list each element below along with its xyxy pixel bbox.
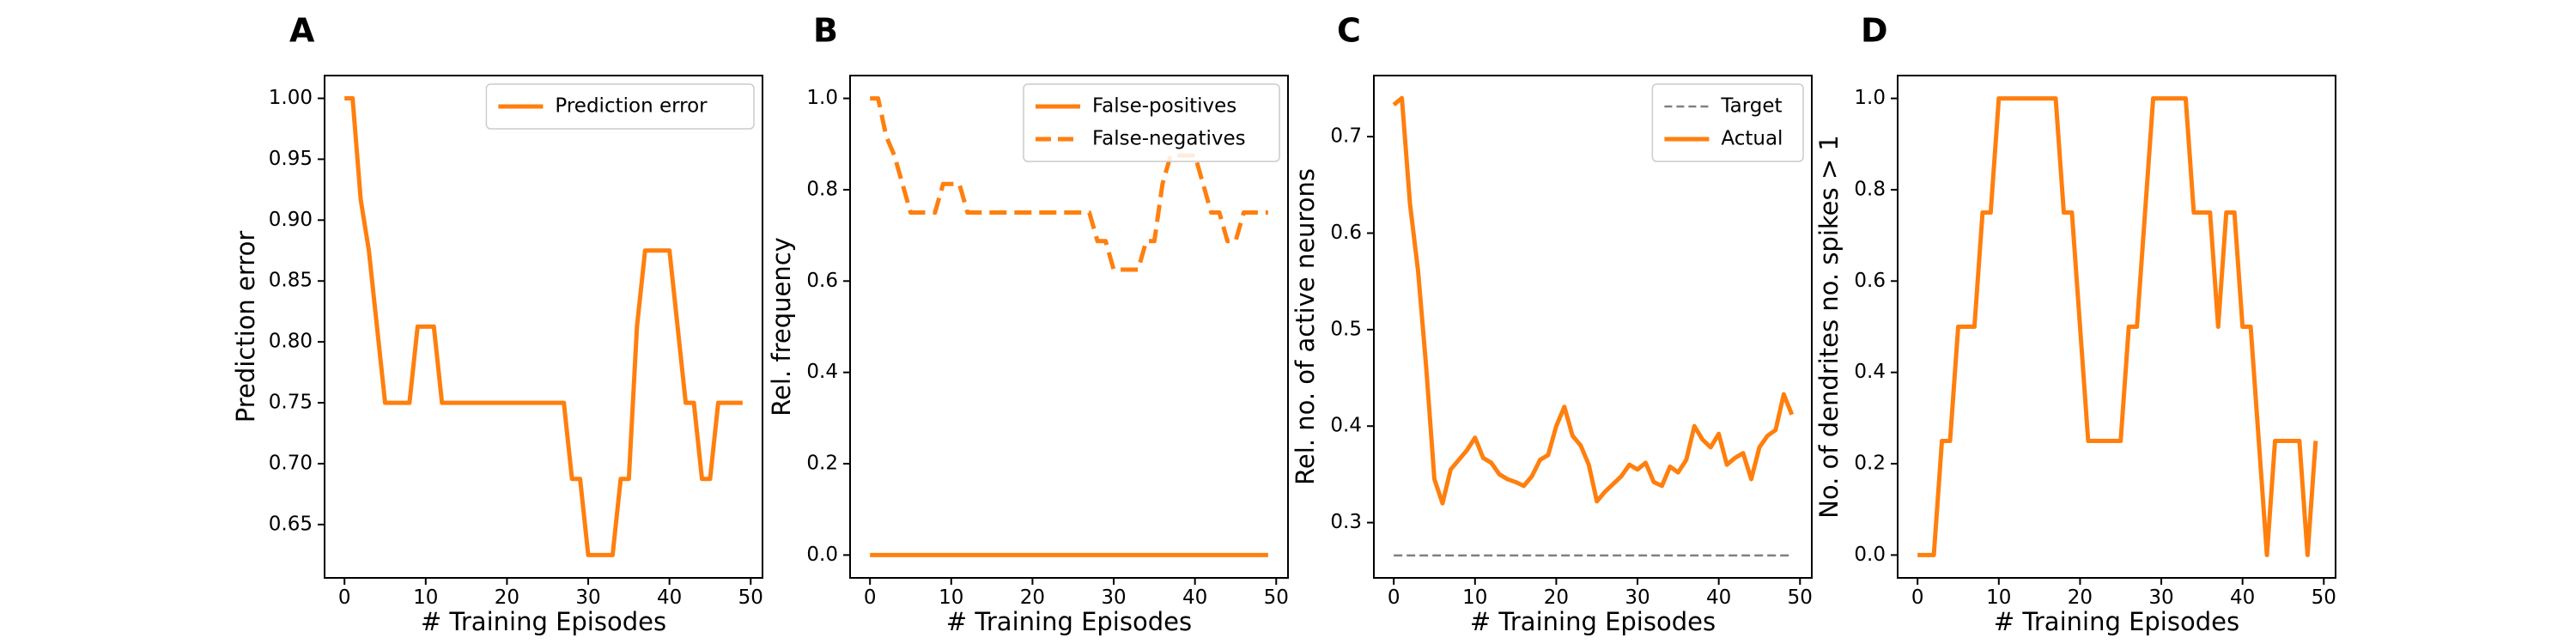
- legend-box: [485, 83, 755, 130]
- y-axis-label: Rel. frequency: [767, 237, 796, 416]
- legend: Target Actual: [1651, 83, 1804, 162]
- y-tick-label: 0.8: [806, 178, 838, 200]
- x-tick-label: 0: [1911, 586, 1924, 609]
- legend-box: [1651, 83, 1804, 162]
- x-tick-label: 20: [495, 586, 519, 609]
- x-tick-label: 20: [1020, 586, 1045, 609]
- y-tick-label: 0.4: [806, 361, 838, 383]
- y-tick-label: 0.2: [1854, 453, 1886, 475]
- panel-b: B 0 10 20 30 40 50 0.0 0.2 0.4 0.6 0.8 1.0 # Training…: [767, 12, 1289, 636]
- x-tick-label: 10: [1462, 586, 1487, 609]
- axes-frame: [1897, 75, 2336, 579]
- y-tick-label: 0.8: [1854, 178, 1886, 200]
- x-tick-label: 40: [657, 586, 682, 609]
- x-tick-label: 30: [575, 586, 600, 609]
- x-tick-label: 0: [864, 586, 877, 609]
- x-tick-label: 30: [1101, 586, 1126, 609]
- x-axis-label: # Training Episodes: [421, 607, 666, 636]
- y-tick-label: 0.80: [269, 331, 313, 353]
- x-tick-label: 10: [939, 586, 963, 609]
- series-line-main: [1917, 96, 2318, 557]
- y-tick-label: 0.6: [1330, 222, 1362, 244]
- legend-label: Target: [1720, 95, 1782, 118]
- axes-frame: [849, 75, 1289, 579]
- x-tick-label: 0: [338, 586, 351, 609]
- y-tick-label: 0.6: [1854, 270, 1886, 292]
- panel-letter: B: [813, 12, 838, 50]
- legend-box: [1023, 83, 1280, 162]
- x-tick-label: 20: [1544, 586, 1569, 609]
- x-tick-label: 20: [2068, 586, 2093, 609]
- x-tick-label: 40: [2230, 586, 2255, 609]
- y-tick-label: 0.2: [806, 453, 838, 475]
- y-tick-label: 0.95: [269, 148, 313, 170]
- x-tick-label: 0: [1388, 586, 1400, 609]
- series-line-false-negatives: [870, 96, 1268, 272]
- x-tick-label: 10: [413, 586, 438, 609]
- x-tick-label: 40: [1706, 586, 1731, 609]
- axes-frame: [324, 75, 763, 579]
- y-axis-label: No. of dendrites no. spikes > 1: [1814, 135, 1844, 519]
- x-tick-label: 50: [1264, 586, 1289, 609]
- legend-label: False-negatives: [1092, 128, 1246, 150]
- x-tick-label: 50: [2312, 586, 2336, 609]
- legend: Prediction error: [485, 83, 755, 130]
- x-tick-label: 30: [2148, 586, 2173, 609]
- y-tick-label: 0.65: [269, 513, 313, 535]
- y-tick-label: 1.0: [806, 87, 838, 109]
- legend-label: Prediction error: [555, 95, 708, 118]
- y-tick-label: 0.4: [1330, 415, 1362, 437]
- y-axis-label: Prediction error: [231, 231, 260, 423]
- axes-frame: [1373, 75, 1813, 579]
- x-tick-label: 30: [1625, 586, 1649, 609]
- y-tick-label: 1.00: [269, 87, 313, 109]
- x-axis-label: # Training Episodes: [1470, 607, 1716, 636]
- x-tick-label: 10: [1986, 586, 2011, 609]
- y-tick-label: 0.3: [1330, 511, 1362, 533]
- y-tick-label: 0.7: [1330, 125, 1362, 148]
- panel-letter: C: [1337, 12, 1361, 50]
- series-line-actual: [1392, 95, 1795, 506]
- legend-label: Actual: [1721, 128, 1783, 150]
- y-tick-label: 0.90: [269, 209, 313, 231]
- panel-letter: D: [1861, 12, 1888, 50]
- x-tick-label: 50: [1788, 586, 1813, 609]
- y-tick-label: 1.0: [1854, 87, 1886, 109]
- panel-a: A 0 10 20 30 40 50 0.65 0.70 0.75 0.80 0.85 0.90 0.95…: [231, 12, 763, 636]
- y-tick-label: 0.85: [269, 270, 313, 292]
- y-axis-label: Rel. no. of active neurons: [1291, 168, 1320, 485]
- x-axis-label: # Training Episodes: [1994, 607, 2239, 636]
- y-tick-label: 0.5: [1330, 318, 1362, 340]
- y-tick-label: 0.0: [1854, 544, 1886, 566]
- legend: False-positives False-negatives: [1023, 83, 1280, 162]
- y-tick-label: 0.0: [806, 544, 838, 566]
- panel-c: C 0 10 20 30 40 50 0.3 0.4 0.5 0.6 0.7 # Training Ep…: [1291, 12, 1813, 636]
- y-tick-label: 0.75: [269, 392, 313, 414]
- y-tick-label: 0.70: [269, 452, 313, 474]
- panel-d: D 0 10 20 30 40 50 0.0 0.2 0.4 0.6 0.8 1.0 # Training…: [1814, 12, 2336, 636]
- x-tick-label: 40: [1182, 586, 1207, 609]
- y-tick-label: 0.6: [806, 270, 838, 292]
- x-axis-label: # Training Episodes: [946, 607, 1192, 636]
- series-line-prediction-error: [344, 96, 743, 557]
- panel-letter: A: [289, 12, 315, 50]
- legend-label: False-positives: [1092, 95, 1236, 118]
- x-tick-label: 50: [738, 586, 763, 609]
- y-tick-label: 0.4: [1854, 361, 1886, 383]
